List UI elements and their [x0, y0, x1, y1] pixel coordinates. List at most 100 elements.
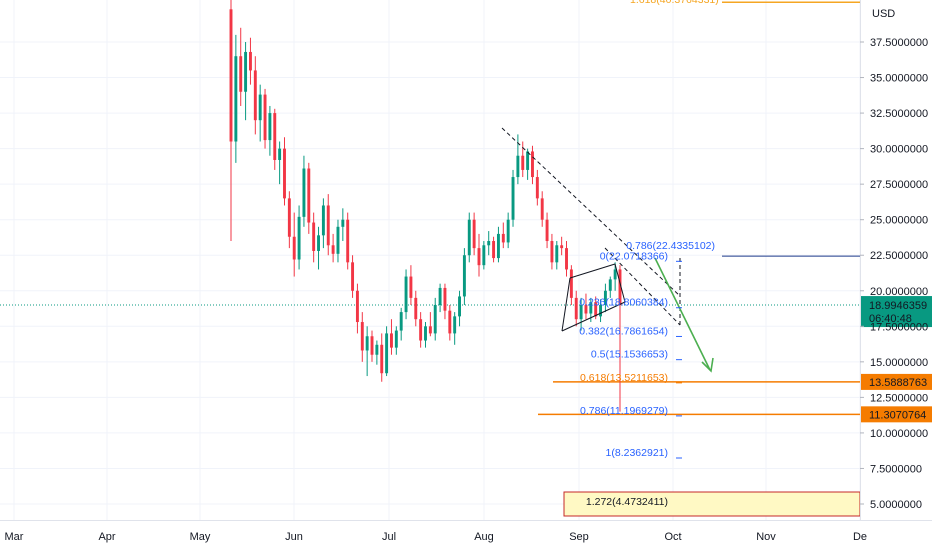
- candle-body: [351, 262, 355, 291]
- candle-body: [385, 333, 389, 374]
- candle-body: [584, 304, 588, 314]
- candle-body: [278, 148, 282, 160]
- candle-body: [482, 245, 486, 266]
- candle-body: [560, 245, 564, 249]
- fib-level-label: 0.786(11.1969279): [580, 405, 668, 417]
- candle-body: [453, 316, 457, 334]
- flag-right-edge[interactable]: [614, 263, 626, 303]
- y-tick-label: 32.5000000: [870, 108, 928, 120]
- price-tag-bg: [861, 373, 932, 390]
- candle-body: [462, 255, 466, 297]
- candle-body: [244, 51, 248, 92]
- candle-body: [307, 168, 311, 223]
- candle-body: [545, 219, 549, 242]
- candle-body: [521, 155, 525, 170]
- candle-body: [516, 155, 520, 178]
- candle-body: [302, 168, 306, 217]
- x-tick-label: Nov: [756, 531, 776, 543]
- candle-body: [428, 326, 432, 334]
- candle-body: [433, 304, 437, 334]
- x-tick-label: May: [190, 531, 211, 543]
- fib-level-label: 0.382(16.7861654): [579, 325, 668, 337]
- candle-body: [331, 245, 335, 254]
- candle-body: [492, 241, 496, 259]
- candle-body: [234, 56, 238, 142]
- target-arrow[interactable]: [654, 257, 711, 371]
- price-tag-label: 11.3070764: [869, 409, 926, 421]
- fib-extension-label: 0.786(22.4335102): [626, 240, 715, 252]
- current-price-tag: [861, 296, 932, 328]
- candle-body: [574, 297, 578, 320]
- flag-lower-line[interactable]: [561, 301, 626, 332]
- chart-grid: [0, 0, 861, 520]
- candle-body: [579, 304, 583, 320]
- x-tick-label: De: [853, 531, 867, 543]
- candlestick-series: [229, 0, 622, 412]
- x-tick-label: Sep: [569, 531, 589, 543]
- y-tick-label: 15.0000000: [870, 357, 928, 369]
- candle-body: [496, 233, 500, 259]
- projection-line[interactable]: [604, 247, 681, 326]
- y-tick-label: 27.5000000: [870, 179, 928, 191]
- candle-body: [409, 276, 413, 298]
- candle-body: [321, 205, 325, 236]
- candle-countdown-label: 06:40:48: [869, 313, 912, 325]
- top-fib-label: 1.618(40.3764331): [630, 0, 719, 6]
- fib-level-label: 1.272(4.4732411): [586, 496, 668, 508]
- candle-body: [312, 222, 316, 251]
- price-tag-bg: [861, 406, 932, 423]
- candle-body: [603, 290, 607, 305]
- candle-body: [501, 233, 505, 243]
- x-tick-label: Jul: [382, 531, 396, 543]
- candle-body: [555, 245, 559, 263]
- candle-body: [365, 336, 369, 351]
- y-tick-label: 37.5000000: [870, 37, 928, 49]
- candle-body: [526, 151, 530, 170]
- candle-body: [565, 248, 568, 270]
- x-tick-label: Apr: [98, 531, 115, 543]
- y-tick-label: 22.5000000: [870, 250, 928, 262]
- candle-body: [608, 279, 612, 291]
- candle-body: [346, 219, 350, 263]
- candle-body: [438, 287, 442, 305]
- candle-body: [448, 310, 452, 334]
- y-tick-label: 10.0000000: [870, 428, 928, 440]
- currency-label: USD: [872, 8, 895, 20]
- price-tag-label: 13.5888763: [869, 377, 927, 389]
- fib-level-label: 0.236(18.8060384): [579, 297, 668, 309]
- candle-body: [317, 235, 320, 251]
- candle-body: [399, 312, 403, 331]
- candle-body: [531, 151, 534, 178]
- candle-body: [472, 219, 476, 249]
- drawing-tools: [501, 127, 714, 373]
- candle-body: [380, 344, 384, 374]
- candle-body: [229, 9, 233, 142]
- y-tick-label: 7.5000000: [870, 463, 922, 475]
- candle-body: [419, 319, 423, 341]
- candle-body: [253, 70, 257, 121]
- candle-body: [618, 269, 622, 306]
- flag-upper-line[interactable]: [569, 263, 616, 279]
- y-tick-label: 35.0000000: [870, 73, 928, 85]
- fib-level-label: 1(8.2362921): [606, 447, 668, 459]
- x-tick-label: Oct: [664, 531, 681, 543]
- candle-body: [263, 94, 267, 141]
- candle-body: [390, 333, 393, 348]
- descending-trendline[interactable]: [501, 127, 681, 297]
- fib-level-label: 0.618(13.5211653): [580, 372, 668, 384]
- candle-body: [458, 296, 461, 317]
- candle-body: [360, 322, 364, 351]
- candle-body: [287, 198, 291, 237]
- candle-body: [594, 302, 598, 317]
- candle-body: [443, 287, 447, 311]
- candle-body: [404, 276, 408, 313]
- flag-left-edge[interactable]: [561, 277, 571, 332]
- candle-body: [336, 226, 340, 254]
- fib-level-label: 0(22.0718366): [600, 250, 668, 262]
- y-tick-label: 17.5000000: [870, 321, 928, 333]
- candle-body: [467, 219, 471, 256]
